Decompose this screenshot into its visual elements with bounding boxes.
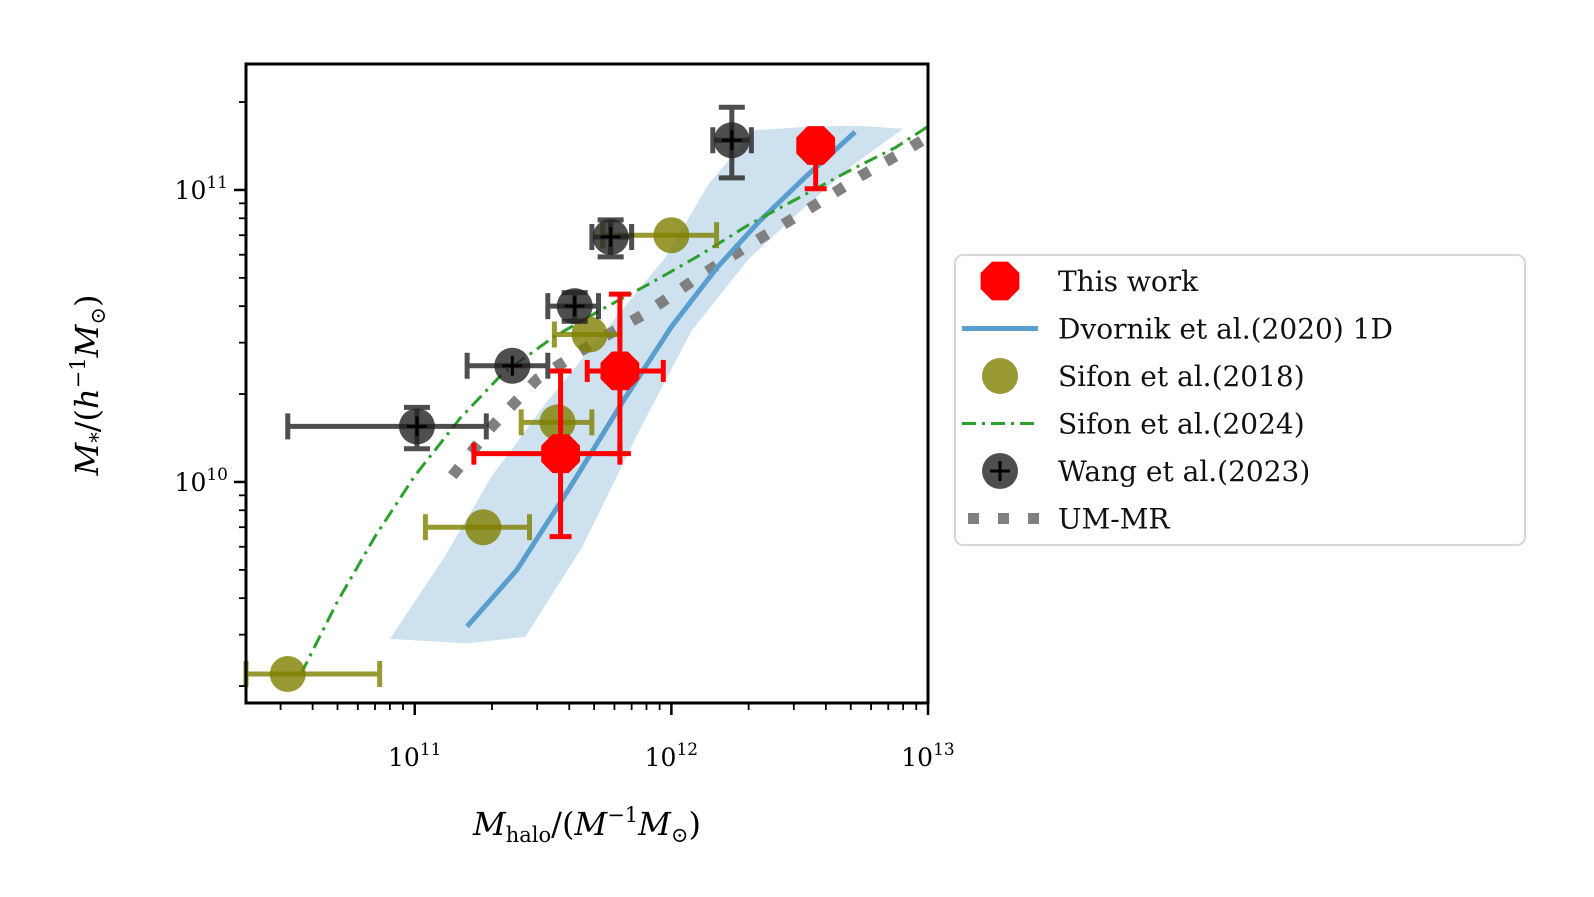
x-tick-label: 1012 bbox=[645, 740, 698, 772]
sifon2018-marker bbox=[653, 217, 690, 254]
legend-label: Wang et al.(2023) bbox=[1058, 455, 1310, 488]
wang-marker bbox=[398, 408, 435, 445]
legend-item-wang: Wang et al.(2023) bbox=[982, 453, 1310, 489]
legend-label: Dvornik et al.(2020) 1D bbox=[1058, 313, 1393, 346]
wang-marker bbox=[556, 288, 593, 325]
wang-point-errorbars bbox=[285, 404, 489, 452]
wang-marker bbox=[713, 122, 750, 159]
legend-item-dvornik: Dvornik et al.(2020) 1D bbox=[962, 313, 1393, 346]
this-work-marker bbox=[796, 126, 836, 165]
model-lines-layer bbox=[299, 125, 928, 675]
legend-item-sifon2018: Sifon et al.(2018) bbox=[982, 358, 1305, 394]
legend-symbol-sifon2018 bbox=[982, 358, 1018, 394]
y-axis-label: M*/(h−1M⊙) bbox=[66, 295, 110, 477]
wang-marker bbox=[494, 347, 531, 384]
dvornik-line bbox=[465, 130, 857, 629]
legend: This work Dvornik et al.(2020) 1D Sifon et… bbox=[954, 254, 1526, 546]
x-tick-label: 1011 bbox=[388, 740, 441, 772]
x-axis-label: Mhalo/(M−1M⊙) bbox=[472, 803, 701, 847]
x-tick-label: 1013 bbox=[901, 740, 954, 772]
legend-item-um_mr: UM-MR bbox=[968, 503, 1170, 536]
wang-marker bbox=[592, 219, 629, 256]
legend-item-sifon2024: Sifon et al.(2024) bbox=[962, 408, 1305, 441]
sifon2018-marker bbox=[465, 509, 502, 546]
legend-label: This work bbox=[1058, 265, 1199, 298]
y-tick-label: 1010 bbox=[175, 465, 228, 497]
dvornik-confidence-band bbox=[389, 125, 904, 644]
legend-label: UM-MR bbox=[1058, 503, 1170, 536]
data-points-layer bbox=[243, 104, 836, 692]
legend-symbol-this-work bbox=[980, 261, 1020, 301]
this-work-marker bbox=[600, 351, 640, 391]
y-tick-label: 1011 bbox=[175, 173, 228, 205]
legend-box bbox=[954, 254, 1526, 546]
sifon2018-marker bbox=[571, 316, 608, 353]
sifon2024-line bbox=[299, 125, 928, 675]
legend-label: Sifon et al.(2018) bbox=[1058, 360, 1305, 393]
this-work-marker bbox=[541, 434, 580, 474]
sifon2018-marker bbox=[269, 655, 306, 692]
legend-item-this_work: This work bbox=[980, 261, 1199, 301]
sifon2018-point-errorbars bbox=[243, 660, 383, 687]
dvornik-band-layer bbox=[389, 125, 904, 644]
legend-symbol-wang bbox=[982, 453, 1018, 489]
plot-frame bbox=[244, 62, 930, 705]
sifon2018-marker bbox=[539, 404, 576, 441]
legend-label: Sifon et al.(2024) bbox=[1058, 408, 1305, 441]
